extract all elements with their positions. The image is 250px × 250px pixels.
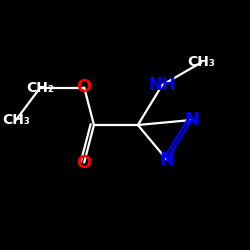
Text: O: O	[76, 154, 92, 172]
Text: CH₃: CH₃	[2, 113, 30, 127]
Text: CH₂: CH₂	[26, 80, 54, 94]
Text: CH₃: CH₃	[187, 56, 215, 70]
Text: N: N	[160, 151, 174, 169]
Text: N: N	[184, 111, 199, 129]
Text: NH: NH	[148, 76, 176, 94]
Text: O: O	[76, 78, 92, 96]
